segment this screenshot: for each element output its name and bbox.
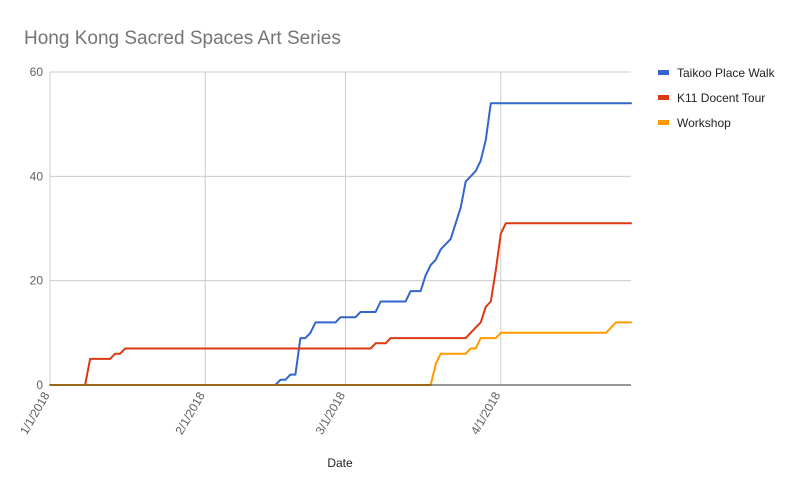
y-tick-label: 20 bbox=[30, 274, 44, 288]
series-line-0 bbox=[49, 102, 632, 386]
series-lines bbox=[49, 102, 632, 386]
y-tick-label: 60 bbox=[30, 65, 44, 79]
legend-item: Workshop bbox=[658, 116, 731, 130]
series-line-1 bbox=[49, 222, 632, 386]
series-line-2 bbox=[49, 321, 632, 386]
legend-swatch bbox=[658, 120, 669, 125]
y-tick-label: 0 bbox=[36, 378, 43, 392]
legend-label: Workshop bbox=[677, 116, 731, 130]
legend-item: K11 Docent Tour bbox=[658, 91, 765, 105]
legend-label: K11 Docent Tour bbox=[677, 91, 765, 105]
x-tick-label: 3/1/2018 bbox=[313, 389, 349, 437]
x-axis-ticks: 1/1/2018 2/1/2018 3/1/2018 4/1/2018 bbox=[17, 389, 503, 437]
x-tick-label: 4/1/2018 bbox=[468, 389, 504, 437]
y-axis-ticks: 0 20 40 60 bbox=[30, 65, 44, 392]
legend-swatch bbox=[658, 95, 669, 100]
x-tick-label: 1/1/2018 bbox=[17, 389, 53, 437]
legend: Taikoo Place Walk K11 Docent Tour Workshop bbox=[658, 66, 776, 130]
legend-label: Taikoo Place Walk bbox=[677, 66, 776, 80]
gridlines bbox=[49, 71, 631, 385]
legend-swatch bbox=[658, 70, 669, 75]
chart-title: Hong Kong Sacred Spaces Art Series bbox=[24, 28, 341, 49]
x-tick-label: 2/1/2018 bbox=[172, 389, 208, 437]
y-tick-label: 40 bbox=[30, 169, 44, 183]
x-axis-title: Date bbox=[327, 456, 353, 470]
legend-item: Taikoo Place Walk bbox=[658, 66, 776, 80]
